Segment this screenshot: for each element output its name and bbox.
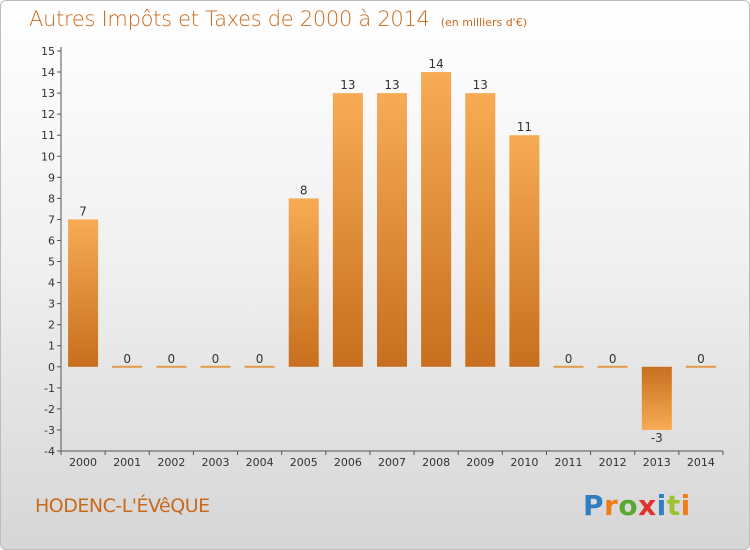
x-tick-label: 2004	[246, 456, 274, 469]
bar-value-label: 11	[517, 120, 532, 134]
y-tick-label: 0	[48, 361, 55, 374]
y-tick-label: 3	[48, 298, 55, 311]
x-tick-label: 2014	[687, 456, 715, 469]
x-tick-label: 2011	[555, 456, 583, 469]
y-tick-label: 5	[48, 256, 55, 269]
y-tick-label: 9	[48, 171, 55, 184]
logo-letter: P	[583, 489, 605, 522]
x-tick-label: 2005	[290, 456, 318, 469]
x-tick-label: 2008	[422, 456, 450, 469]
bar-value-label: 0	[123, 352, 131, 366]
logo-letter: o	[618, 489, 639, 522]
y-tick-label: 8	[48, 192, 55, 205]
x-tick-label: 2006	[334, 456, 362, 469]
bar	[465, 93, 496, 367]
y-tick-label: -3	[44, 424, 55, 437]
chart-subtitle: (en milliers d'€)	[440, 16, 527, 29]
x-tick-label: 2012	[599, 456, 627, 469]
chart-title: Autres Impôts et Taxes de 2000 à 2014	[29, 7, 430, 31]
bar-value-label: 0	[697, 352, 705, 366]
y-tick-label: 14	[41, 66, 55, 79]
logo-letter: x	[638, 489, 657, 522]
bar	[597, 365, 628, 368]
logo-letter: i	[656, 489, 667, 522]
y-tick-label: 7	[48, 213, 55, 226]
logo-letter: i	[680, 489, 691, 522]
bar-value-label: 7	[79, 204, 87, 218]
bar-value-label: 0	[609, 352, 617, 366]
y-tick-label: 11	[41, 129, 55, 142]
bar-value-label: 0	[565, 352, 573, 366]
y-tick-label: 15	[41, 45, 55, 58]
bar	[685, 365, 716, 368]
x-tick-label: 2013	[643, 456, 671, 469]
y-tick-label: 6	[48, 234, 55, 247]
logo-letter: r	[604, 489, 619, 522]
y-tick-label: 4	[48, 277, 55, 290]
location-name: HODENC-L'ÉVêQUE	[35, 495, 210, 517]
bar-value-label: 8	[300, 183, 308, 197]
bar	[156, 365, 187, 368]
bar-value-label: 13	[384, 78, 399, 92]
y-tick-label: -1	[44, 382, 55, 395]
x-tick-label: 2009	[466, 456, 494, 469]
bar	[332, 93, 363, 367]
x-tick-label: 2000	[69, 456, 97, 469]
y-tick-label: -2	[44, 403, 55, 416]
bar	[288, 198, 319, 367]
bar-value-label: 14	[428, 57, 443, 71]
x-tick-label: 2001	[113, 456, 141, 469]
logo-letter: t	[666, 489, 681, 522]
y-tick-label: 13	[41, 87, 55, 100]
bar	[377, 93, 407, 367]
y-tick-label: 10	[41, 150, 55, 163]
bar	[553, 365, 584, 368]
bar	[641, 366, 672, 430]
bar-value-label: 0	[168, 352, 176, 366]
chart-title-block: Autres Impôts et Taxes de 2000 à 2014 (e…	[29, 7, 527, 31]
bar	[421, 72, 452, 367]
bar-value-label: 0	[212, 352, 220, 366]
bar-value-label: 13	[340, 78, 355, 92]
y-tick-label: -4	[44, 445, 55, 458]
y-tick-label: 1	[48, 340, 55, 353]
bar	[200, 365, 231, 368]
bar	[112, 365, 143, 368]
bar	[68, 219, 99, 367]
proxiti-logo: Proxiti	[583, 489, 691, 522]
y-tick-label: 2	[48, 319, 55, 332]
x-tick-label: 2002	[157, 456, 185, 469]
bar	[509, 135, 540, 367]
y-tick-label: 12	[41, 108, 55, 121]
bar-value-label: -3	[651, 431, 663, 445]
x-tick-label: 2003	[201, 456, 229, 469]
bar	[244, 365, 275, 368]
bar-value-label: 0	[256, 352, 264, 366]
x-tick-label: 2010	[510, 456, 538, 469]
bar-value-label: 13	[473, 78, 488, 92]
x-tick-label: 2007	[378, 456, 406, 469]
